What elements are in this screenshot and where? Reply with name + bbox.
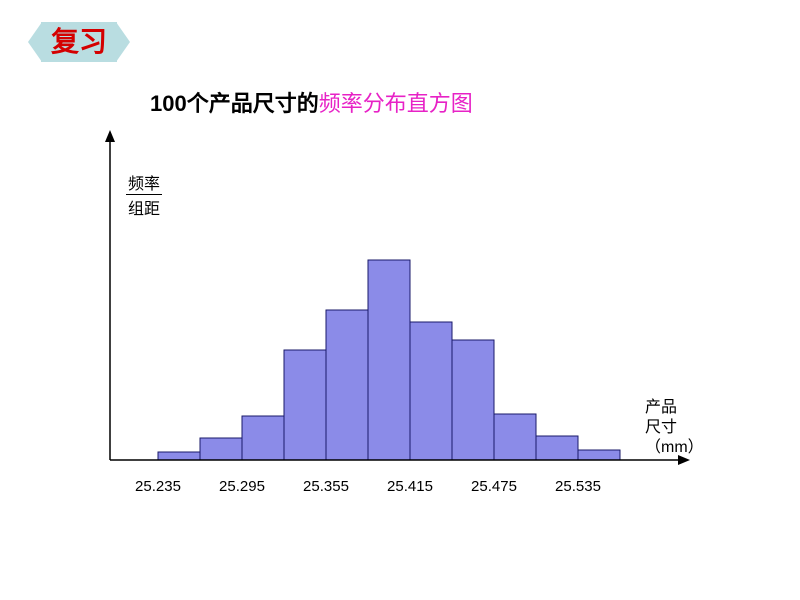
title-highlight: 频率分布直方图 xyxy=(319,91,473,116)
histogram-svg xyxy=(90,130,730,530)
title-mid: 个产品尺寸的 xyxy=(187,91,319,116)
histogram-chart: 频率 组距 25.235 25.295 25.355 25.415 25.475 25.5… xyxy=(90,130,730,530)
histogram-bar xyxy=(284,350,326,460)
x-tick-label: 25.415 xyxy=(387,478,433,495)
ribbon-left-tail xyxy=(28,22,42,62)
y-axis-numerator: 频率 xyxy=(126,170,162,195)
ribbon-label: 复习 xyxy=(41,22,117,62)
histogram-bar xyxy=(242,416,284,460)
ribbon-right-tail xyxy=(116,22,130,62)
x-tick-label: 25.235 xyxy=(135,478,181,495)
x-tick-label: 25.295 xyxy=(219,478,265,495)
histogram-bar xyxy=(410,322,452,460)
histogram-bar xyxy=(200,438,242,460)
histogram-bar xyxy=(536,436,578,460)
chart-title: 100个产品尺寸的频率分布直方图 xyxy=(150,86,473,118)
slide: 复习 100个产品尺寸的频率分布直方图 频率 组距 25.235 25.295 25… xyxy=(0,0,800,600)
histogram-bar xyxy=(326,310,368,460)
x-axis-label-line2: 尺寸 xyxy=(645,418,704,438)
x-axis-label-line1: 产品 xyxy=(645,398,704,418)
histogram-bar xyxy=(368,260,410,460)
histogram-bar xyxy=(452,340,494,460)
y-axis-denominator: 组距 xyxy=(126,195,162,219)
x-axis-label-line3: （mm） xyxy=(645,438,704,458)
y-axis-arrow xyxy=(105,130,115,142)
x-tick-label: 25.535 xyxy=(555,478,601,495)
histogram-bar xyxy=(158,452,200,460)
review-ribbon: 复习 xyxy=(28,22,130,62)
histogram-bar xyxy=(578,450,620,460)
title-prefix: 100 xyxy=(150,91,187,116)
y-axis-label: 频率 组距 xyxy=(126,170,162,219)
x-axis-label: 产品 尺寸 （mm） xyxy=(645,398,704,458)
x-tick-label: 25.475 xyxy=(471,478,517,495)
histogram-bar xyxy=(494,414,536,460)
x-tick-label: 25.355 xyxy=(303,478,349,495)
